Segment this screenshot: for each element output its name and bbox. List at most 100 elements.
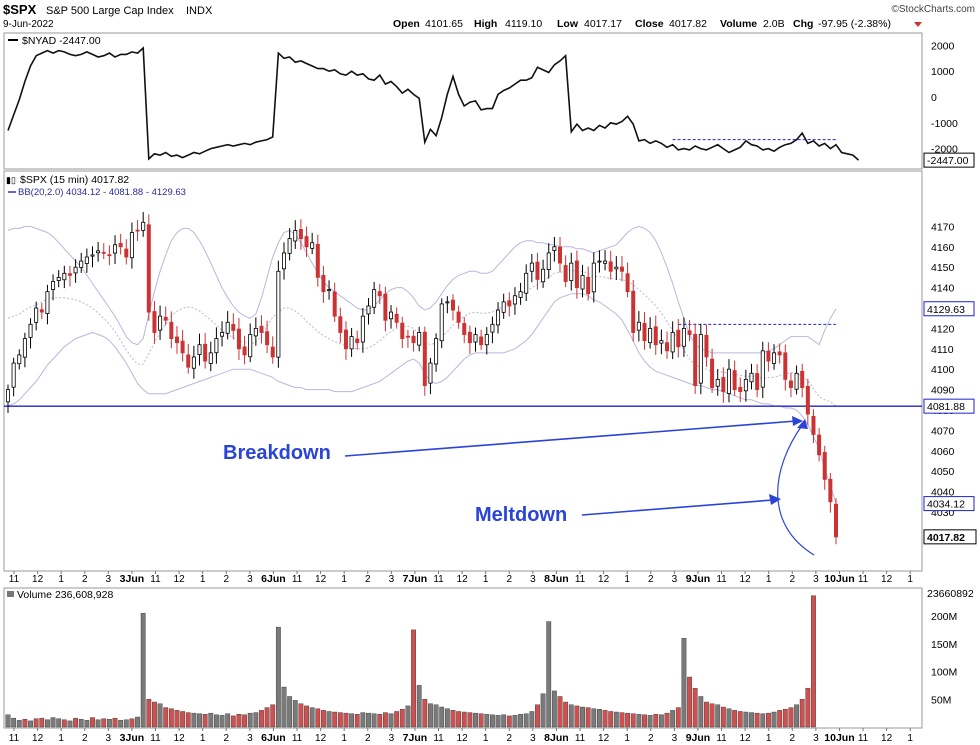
candle-body [321,275,326,293]
price-x-tick-label: 1 [624,574,630,585]
volume-bar [411,629,416,728]
bb-middle-last-label-box [923,398,975,414]
candle-body [191,356,196,369]
symbol-title: $SPX [3,2,37,17]
volume-bar [180,711,186,728]
candle-body [163,316,168,321]
volume-x-tick-label: 11 [858,733,869,744]
candle-body [304,236,309,248]
candle-body [152,311,157,333]
volume-bar [197,713,202,728]
volume-x-tick-label: 2 [506,733,512,744]
volume-bar [704,701,709,728]
volume-bar [214,714,219,728]
volume-bar [281,686,287,728]
candle-body [552,246,557,251]
volume-x-tick-label: 3 [813,733,819,744]
nyad-last-label-box [923,152,975,168]
close-last-label: 4017.82 [927,532,965,544]
candle-body [586,276,591,295]
volume-bar [653,714,659,728]
high-value: 4119.10 [505,18,542,30]
candle-body [101,251,106,254]
price-x-tick-label: 10Jun [824,573,854,585]
price-x-tick-label: 3 [672,574,678,585]
price-x-tick-label: 11 [716,574,727,585]
volume-bar [647,715,653,728]
volume-x-tick-label: 3 [247,733,253,744]
candle-body [670,332,675,353]
volume-x-tick-label: 12 [457,733,469,744]
nyad-line-layer [7,46,860,161]
volume-bar [354,714,360,728]
volume-bar [687,676,692,728]
candle-body [749,372,754,383]
y-axis-layer: 2000 1000 0 -1000 -2000-2447.00 4170 4160 4150 4… [923,40,977,706]
volume-bar [298,703,304,728]
candle-body [84,256,89,264]
bb-title: BB(20,2.0) 4034.12 - 4081.88 - 4129.63 [18,187,186,198]
volume-bar [788,707,794,728]
candle-body [524,272,529,294]
volume-bar [315,708,321,728]
breakdown-arrow [344,420,797,457]
symbol-name: S&P 500 Large Cap Index [46,5,174,17]
volume-bar [129,718,135,728]
volume-bar [760,713,766,728]
low-value: 4017.17 [584,18,622,30]
volume-bar [490,714,495,728]
volume-x-tick-label: 1 [907,733,913,744]
candle-body [389,311,394,320]
volume-bar [140,613,146,728]
open-value: 4101.65 [425,18,463,30]
nyad-tick-label: -2000 [931,144,958,156]
candle-body [265,331,270,346]
candle-body [501,301,506,313]
candle-body [372,289,377,308]
price-x-tick-label: 9Jun [686,573,711,585]
candle-body [445,301,450,304]
volume-bar [535,704,540,728]
candle-body [743,378,748,392]
volume-x-tick-label: 3 [389,733,395,744]
candle-body [270,346,275,358]
candle-body [17,354,22,365]
high-label: High [474,18,497,30]
candle-body [715,378,720,387]
price-x-tick-label: 2 [223,574,229,585]
volume-bar [16,720,22,728]
candle-body [6,389,11,403]
volume-bar [467,712,473,728]
volume-bar [540,693,546,728]
volume-bar [106,719,112,728]
volume-bar [422,699,428,728]
candle-body [805,385,810,415]
nyad-tick-label: 0 [931,92,937,104]
volume-bar [45,719,50,728]
volume-bar [28,720,33,728]
meltdown-curve-head [797,419,808,429]
candle-body [603,260,608,264]
candle-body [28,323,33,338]
candle-body [665,342,670,352]
candle-body [343,329,348,350]
candle-body [512,295,517,305]
candle-body [236,328,241,350]
symbol-exchange: INDX [186,5,213,17]
candle-body [710,358,715,388]
volume-bar [191,712,197,728]
volume-bar [343,712,349,728]
candle-body [479,336,484,346]
volume-bar [50,717,56,728]
candle-body [619,266,624,272]
candle-body [772,352,777,364]
open-label: Open [393,18,420,30]
close-last-box [923,529,977,545]
price-x-tick-label: 11 [575,574,586,585]
volume-x-tick-label: 3 [672,733,678,744]
candle-body [124,248,129,258]
volume-bar [33,718,39,728]
volume-bar [163,707,169,728]
candle-body [625,273,630,293]
volume-bar [371,713,377,728]
